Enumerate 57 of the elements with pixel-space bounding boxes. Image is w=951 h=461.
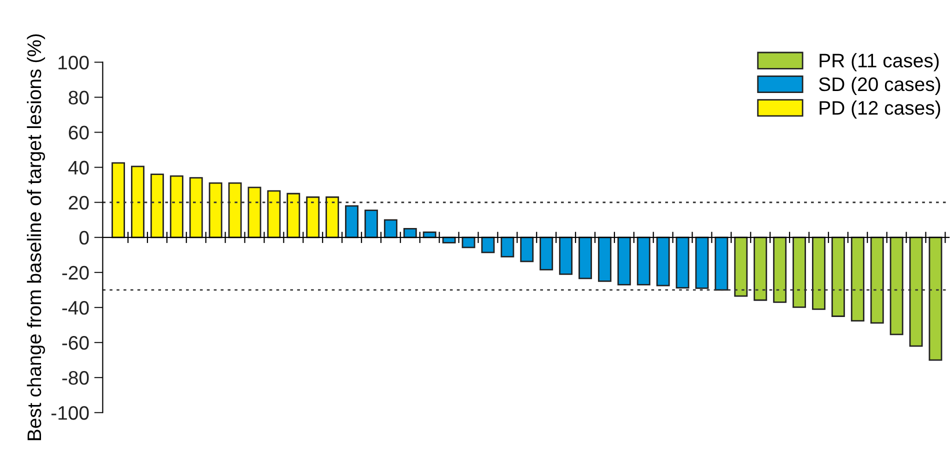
bar: [890, 236, 904, 336]
bar: [520, 236, 534, 262]
y-tick-label: -80: [62, 371, 89, 385]
y-tick-label: 80: [68, 90, 89, 105]
bar: [617, 236, 631, 286]
bar: [112, 162, 125, 238]
bar: [676, 236, 690, 289]
bar: [870, 236, 884, 324]
bar: [754, 236, 768, 301]
bar: [306, 196, 320, 238]
bar: [248, 186, 262, 238]
bar: [636, 236, 650, 286]
bar: [598, 236, 612, 282]
bar: [909, 236, 923, 347]
y-tick-label: 40: [68, 160, 89, 175]
bar: [228, 182, 242, 238]
bar: [442, 236, 456, 244]
bar: [345, 205, 358, 238]
bar: [364, 210, 378, 238]
y-tick-label: 100: [58, 56, 89, 70]
bar: [831, 236, 845, 317]
bar: [189, 177, 203, 238]
bar: [928, 236, 942, 361]
bar: [559, 236, 573, 275]
y-tick-label: -20: [62, 266, 89, 280]
bar: [208, 182, 222, 238]
bar: [578, 236, 592, 280]
bar: [656, 236, 670, 286]
bar: [150, 174, 164, 238]
y-tick-label: -100: [51, 406, 89, 420]
bar: [714, 236, 728, 291]
bar: [326, 196, 340, 238]
y-tick-label: 60: [68, 126, 89, 140]
bar: [540, 236, 554, 270]
y-tick-label: 0: [79, 230, 89, 245]
bar: [384, 219, 398, 238]
bar: [267, 190, 281, 238]
bar: [773, 236, 787, 303]
bar: [170, 175, 184, 238]
bar: [403, 228, 417, 238]
legend-label: PR (11 cases): [820, 53, 939, 72]
bar: [481, 236, 495, 254]
bar: [462, 236, 476, 248]
bar: [792, 236, 806, 308]
legend-label: SD (20 cases): [819, 76, 940, 95]
bar: [286, 192, 300, 238]
bar: [734, 236, 748, 297]
y-tick-label: 20: [68, 196, 89, 210]
legend-label: PD (12 cases): [820, 100, 940, 119]
bar: [812, 236, 826, 310]
bar: [695, 236, 709, 289]
y-tick-label: -60: [62, 336, 89, 350]
bar: [131, 166, 144, 238]
bar: [850, 236, 864, 322]
y-axis-title: Best change from baseline of target lesions (%): [26, 34, 46, 440]
bar: [500, 236, 514, 258]
y-tick-label: -40: [62, 300, 89, 315]
